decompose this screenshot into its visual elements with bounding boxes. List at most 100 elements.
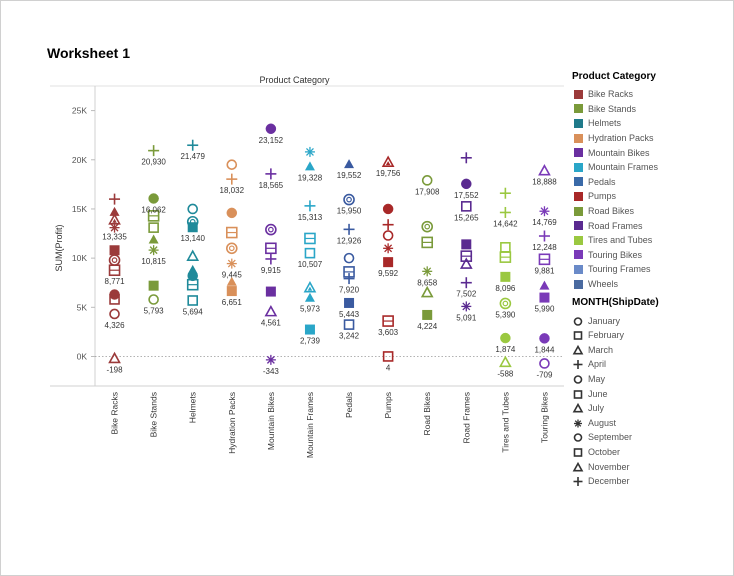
shape-legend-item[interactable]: February <box>572 328 732 343</box>
shape-legend-item[interactable]: March <box>572 343 732 358</box>
data-label: 21,479 <box>180 152 205 161</box>
x-category-label: Mountain Bikes <box>266 392 276 450</box>
shape-legend-item[interactable]: December <box>572 474 732 489</box>
shape-glyph <box>574 419 582 428</box>
data-label: -198 <box>107 365 124 374</box>
shape-legend-label: January <box>588 315 621 326</box>
shape-glyph <box>573 375 583 384</box>
square-double-icon <box>573 448 583 457</box>
data-point <box>148 222 159 233</box>
data-label: 6,651 <box>222 298 243 307</box>
shape-legend-item[interactable]: April <box>572 357 732 372</box>
data-point <box>264 304 278 317</box>
series-legend-label: Pedals <box>588 176 616 187</box>
series-legend-item[interactable]: Tires and Tubes <box>572 233 732 248</box>
data-point <box>187 203 199 215</box>
data-point <box>383 243 394 254</box>
shape-legend-item[interactable]: September <box>572 430 732 445</box>
shape-legend-item[interactable]: August <box>572 415 732 430</box>
data-point <box>343 223 355 235</box>
series-legend-item[interactable]: Mountain Bikes <box>572 145 732 160</box>
data-label: 12,248 <box>532 243 557 252</box>
shape-legend-label: April <box>588 359 607 370</box>
data-label: 15,313 <box>298 213 323 222</box>
data-point <box>538 230 550 242</box>
data-point <box>187 222 198 233</box>
y-axis-title: SUM(Profit) <box>54 224 64 271</box>
series-legend-item[interactable]: Hydration Packs <box>572 131 732 146</box>
data-point <box>460 201 472 212</box>
series-legend-item[interactable]: Touring Bikes <box>572 248 732 263</box>
x-category-label: Pedals <box>344 392 354 418</box>
x-category-label: Bike Racks <box>110 392 120 435</box>
data-label: 3,603 <box>378 328 399 337</box>
data-label: 8,658 <box>417 278 438 287</box>
series-legend-label: Bike Racks <box>588 89 634 100</box>
series-legend-label: Mountain Bikes <box>588 147 650 158</box>
series-legend-item[interactable]: Pedals <box>572 175 732 190</box>
shape-legend-item[interactable]: June <box>572 386 732 401</box>
data-label: 18,032 <box>220 186 245 195</box>
data-point <box>226 286 237 297</box>
data-label: 4 <box>386 363 391 372</box>
triangle-open-icon <box>572 344 584 355</box>
data-point <box>108 264 121 277</box>
shape-glyph <box>573 433 583 443</box>
data-point <box>148 193 159 204</box>
shape-glyph <box>572 403 584 413</box>
series-legend-item[interactable]: Pumps <box>572 189 732 204</box>
shape-glyph <box>572 344 584 355</box>
series-legend-label: Touring Frames <box>588 264 651 275</box>
data-label: -709 <box>536 370 553 379</box>
series-legend-item[interactable]: Road Frames <box>572 218 732 233</box>
square-open-icon <box>573 331 583 341</box>
color-swatch-icon <box>574 279 583 289</box>
shape-legend-item[interactable]: July <box>572 401 732 416</box>
data-label: 9,881 <box>534 266 555 275</box>
series-legend-item[interactable]: Helmets <box>572 116 732 131</box>
data-point <box>500 242 511 253</box>
data-point <box>226 159 238 170</box>
data-label: 10,507 <box>298 260 323 269</box>
data-point <box>304 232 316 245</box>
data-point <box>108 351 121 364</box>
shape-legend-item[interactable]: May <box>572 372 732 387</box>
circle-filled-icon <box>573 375 583 384</box>
data-label: 2,739 <box>300 337 321 346</box>
shape-glyph <box>573 448 583 457</box>
data-point <box>265 168 277 180</box>
series-legend-label: Road Bikes <box>588 206 635 217</box>
data-label: 9,592 <box>378 269 399 278</box>
data-point <box>499 355 512 368</box>
data-point <box>265 223 277 236</box>
series-legend-item[interactable]: Wheels <box>572 277 732 292</box>
data-label: 5,694 <box>183 307 204 316</box>
data-point <box>265 253 277 265</box>
series-legend-item[interactable]: Touring Frames <box>572 262 732 277</box>
data-point <box>343 319 355 330</box>
data-point <box>109 193 121 205</box>
data-point <box>304 161 315 171</box>
data-point <box>109 206 120 216</box>
shape-legend-item[interactable]: November <box>572 459 732 474</box>
data-point <box>382 219 394 231</box>
data-label: 14,642 <box>493 219 518 228</box>
shape-legend-item[interactable]: January <box>572 313 732 328</box>
data-label: 5,793 <box>144 307 165 316</box>
data-label: 20,930 <box>141 158 166 167</box>
series-legend-label: Pumps <box>588 191 617 202</box>
data-point <box>148 280 159 291</box>
series-legend-item[interactable]: Bike Stands <box>572 102 732 117</box>
shape-legend-item[interactable]: October <box>572 445 732 460</box>
data-point <box>421 220 434 233</box>
data-point <box>500 271 511 282</box>
x-category-label: Road Frames <box>461 392 471 444</box>
series-legend-item[interactable]: Road Bikes <box>572 204 732 219</box>
x-category-label: Road Bikes <box>422 392 432 435</box>
data-point <box>226 173 238 185</box>
data-point <box>226 276 237 286</box>
series-legend-item[interactable]: Mountain Frames <box>572 160 732 175</box>
series-legend-item[interactable]: Bike Racks <box>572 87 732 102</box>
series-legend-title: Product Category <box>572 71 656 82</box>
triangle-double-icon <box>572 461 584 472</box>
